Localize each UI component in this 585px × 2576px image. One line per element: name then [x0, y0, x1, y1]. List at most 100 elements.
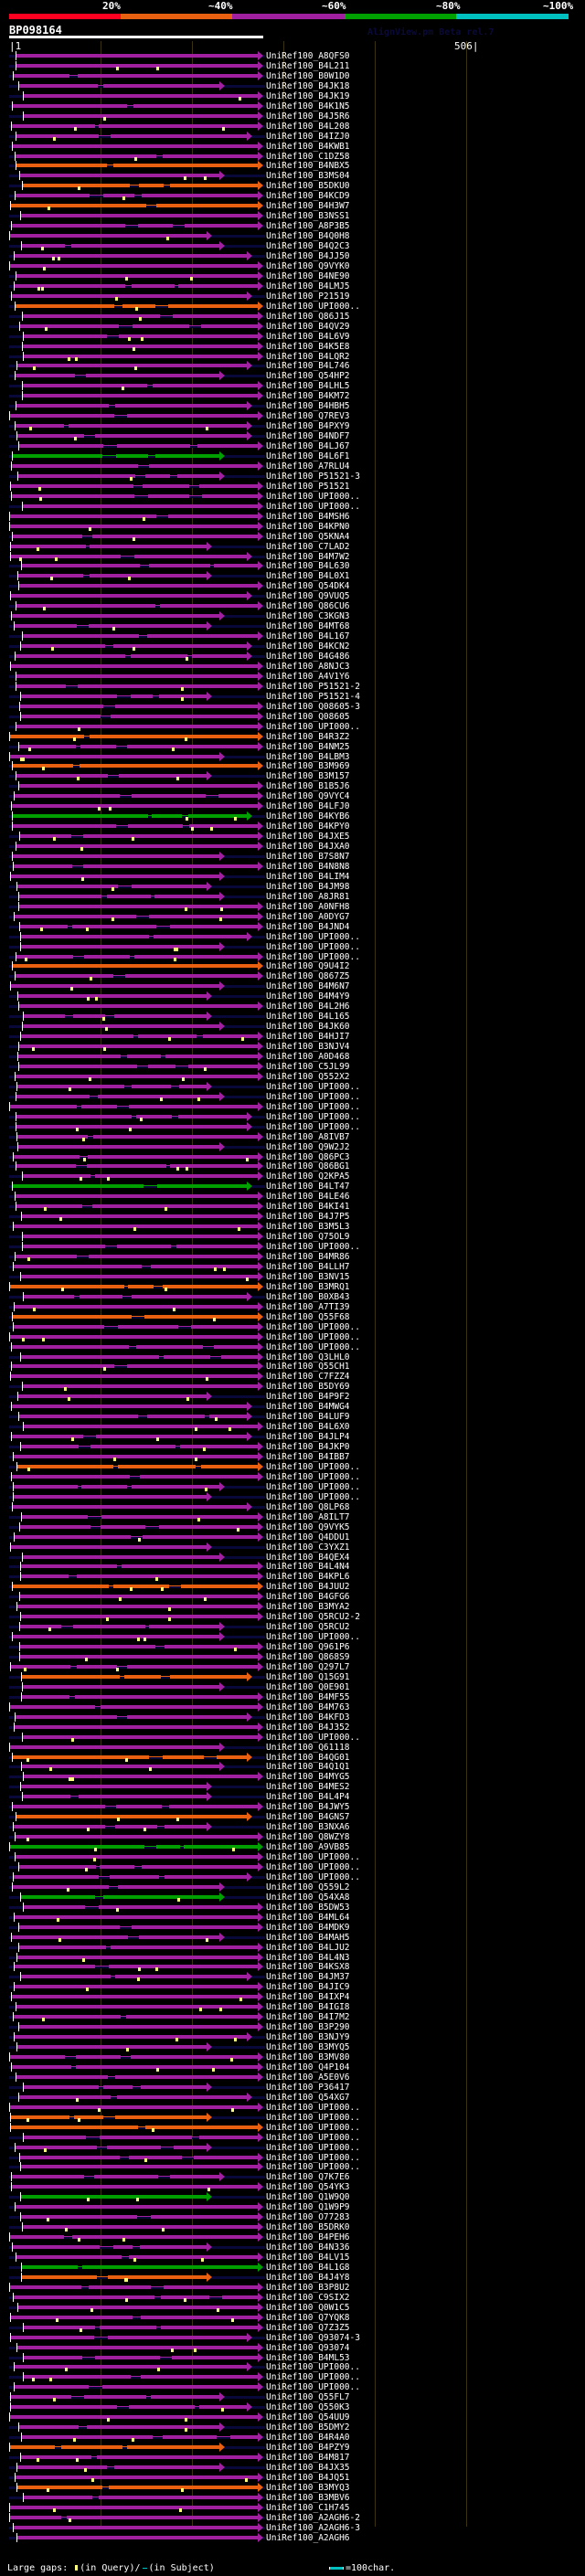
hit-label[interactable]: UniRef100_B4KFD3 — [266, 1712, 350, 1723]
alignment-row[interactable]: UniRef100_B4HBH5 — [0, 401, 585, 411]
hit-label[interactable]: UniRef100_B4L211 — [266, 60, 350, 71]
hit-label[interactable]: UniRef100_Q4DDU1 — [266, 1532, 350, 1542]
hit-label[interactable]: UniRef100_A7TI39 — [266, 1301, 350, 1312]
hit-label[interactable]: UniRef100_B4KCD9 — [266, 191, 350, 202]
hit-label[interactable]: UniRef100_B3NJV4 — [266, 1042, 350, 1053]
hit-label[interactable]: UniRef100_B4G486 — [266, 652, 350, 662]
alignment-row[interactable]: UniRef100_B3P290 — [0, 2022, 585, 2032]
hit-label[interactable]: UniRef100_B4P9F2 — [266, 1392, 350, 1403]
hit-label[interactable]: UniRef100_B4JK19 — [266, 90, 350, 101]
hit-label[interactable]: UniRef100_B4M6N7 — [266, 981, 350, 992]
hit-label[interactable]: UniRef100_B5DKU0 — [266, 181, 350, 192]
hit-label[interactable]: UniRef100_Q9W2J2 — [266, 1141, 350, 1152]
alignment-row[interactable]: UniRef100_UPI000.. — [0, 1121, 585, 1132]
alignment-row[interactable]: UniRef100_UPI000.. — [0, 721, 585, 732]
alignment-row[interactable]: UniRef100_B4QV29 — [0, 321, 585, 332]
alignment-row[interactable]: UniRef100_B4NDF7 — [0, 431, 585, 441]
alignment-row[interactable]: UniRef100_A0DYG7 — [0, 911, 585, 922]
alignment-row[interactable]: UniRef100_B4LV15 — [0, 2253, 585, 2263]
hit-label[interactable]: UniRef100_B4IZJ0 — [266, 131, 350, 142]
hit-label[interactable]: UniRef100_B4L208 — [266, 121, 350, 132]
hit-label[interactable]: UniRef100_UPI000.. — [266, 1081, 360, 1092]
alignment-row[interactable]: UniRef100_Q55FL7 — [0, 2392, 585, 2402]
hit-label[interactable]: UniRef100_B0W1D0 — [266, 70, 350, 81]
hit-label[interactable]: UniRef100_B0XB43 — [266, 1291, 350, 1302]
hit-label[interactable]: UniRef100_B4PXY9 — [266, 421, 350, 432]
hit-label[interactable]: UniRef100_Q54HP2 — [266, 371, 350, 382]
hit-label[interactable]: UniRef100_Q08605-3 — [266, 701, 360, 712]
hit-label[interactable]: UniRef100_B4HJI7 — [266, 1032, 350, 1043]
alignment-row[interactable]: UniRef100_B4IBB7 — [0, 1452, 585, 1462]
hit-label[interactable]: UniRef100_B4LBM3 — [266, 751, 350, 762]
alignment-row[interactable]: UniRef100_UPI000.. — [0, 1852, 585, 1862]
hit-label[interactable]: UniRef100_A4V1Y6 — [266, 671, 350, 682]
hit-label[interactable]: UniRef100_C7LAD2 — [266, 541, 350, 552]
hit-label[interactable]: UniRef100_Q55CH1 — [266, 1362, 350, 1373]
hit-label[interactable]: UniRef100_UPI000.. — [266, 301, 360, 312]
hit-label[interactable]: UniRef100_A5E0V6 — [266, 2072, 350, 2083]
hit-label[interactable]: UniRef100_B4IGI8 — [266, 2002, 350, 2013]
alignment-row[interactable]: UniRef100_B7S8N7 — [0, 852, 585, 862]
hit-label[interactable]: UniRef100_B4MYG5 — [266, 1772, 350, 1783]
hit-label[interactable]: UniRef100_Q9VUQ5 — [266, 591, 350, 602]
hit-label[interactable]: UniRef100_Q9VYK5 — [266, 1521, 350, 1532]
alignment-row[interactable]: UniRef100_B4M4Y9 — [0, 991, 585, 1002]
alignment-row[interactable]: UniRef100_B4Q0H8 — [0, 231, 585, 241]
hit-label[interactable]: UniRef100_Q93074-3 — [266, 2332, 360, 2343]
alignment-row[interactable]: UniRef100_B4MF55 — [0, 1691, 585, 1702]
alignment-row[interactable]: UniRef100_B4LFJ0 — [0, 801, 585, 811]
alignment-row[interactable]: UniRef100_UPI000.. — [0, 2122, 585, 2133]
hit-label[interactable]: UniRef100_B4L1G8 — [266, 2262, 350, 2273]
alignment-row[interactable]: UniRef100_B4JIC9 — [0, 1982, 585, 1992]
hit-label[interactable]: UniRef100_UPI000.. — [266, 1491, 360, 1502]
hit-label[interactable]: UniRef100_B4NDF7 — [266, 431, 350, 442]
alignment-row[interactable]: UniRef100_B4MT68 — [0, 621, 585, 631]
alignment-row[interactable]: UniRef100_B4JK19 — [0, 90, 585, 101]
hit-label[interactable]: UniRef100_UPI000.. — [266, 2382, 360, 2393]
hit-label[interactable]: UniRef100_O77283 — [266, 2212, 350, 2223]
alignment-row[interactable]: UniRef100_Q93074-3 — [0, 2332, 585, 2343]
hit-label[interactable]: UniRef100_B3P8U2 — [266, 2282, 350, 2293]
alignment-row[interactable]: UniRef100_A2AGH6-2 — [0, 2512, 585, 2523]
alignment-row[interactable]: UniRef100_B4JQ51 — [0, 2472, 585, 2483]
hit-label[interactable]: UniRef100_Q3LHL0 — [266, 1352, 350, 1362]
alignment-row[interactable]: UniRef100_Q1W9Q0 — [0, 2192, 585, 2202]
alignment-row[interactable]: UniRef100_P21519 — [0, 291, 585, 302]
alignment-row[interactable]: UniRef100_B3NJV4 — [0, 1042, 585, 1052]
alignment-row[interactable]: UniRef100_UPI000.. — [0, 2362, 585, 2372]
alignment-row[interactable]: UniRef100_B4KWB1 — [0, 141, 585, 152]
hit-label[interactable]: UniRef100_B4JND4 — [266, 921, 350, 932]
alignment-row[interactable]: UniRef100_Q4DDU1 — [0, 1532, 585, 1542]
alignment-row[interactable]: UniRef100_B4J7P5 — [0, 1212, 585, 1222]
alignment-row[interactable]: UniRef100_B4JXA0 — [0, 842, 585, 852]
hit-label[interactable]: UniRef100_B4MDK9 — [266, 1922, 350, 1933]
alignment-row[interactable]: UniRef100_B5DW53 — [0, 1902, 585, 1913]
hit-label[interactable]: UniRef100_B4Q2C3 — [266, 241, 350, 252]
hit-label[interactable]: UniRef100_Q0W1C5 — [266, 2302, 350, 2313]
alignment-row[interactable]: UniRef100_C9SIX2 — [0, 2292, 585, 2303]
hit-label[interactable]: UniRef100_Q961P6 — [266, 1642, 350, 1653]
alignment-row[interactable]: UniRef100_Q93074 — [0, 2342, 585, 2353]
hit-label[interactable]: UniRef100_P51521 — [266, 481, 350, 492]
alignment-row[interactable]: UniRef100_Q61118 — [0, 1742, 585, 1753]
alignment-row[interactable]: UniRef100_B4MYG5 — [0, 1772, 585, 1782]
alignment-row[interactable]: UniRef100_UPI000.. — [0, 2112, 585, 2123]
alignment-row[interactable]: UniRef100_B4JLP4 — [0, 1432, 585, 1442]
alignment-row[interactable]: UniRef100_B4L4P4 — [0, 1792, 585, 1802]
alignment-row[interactable]: UniRef100_B4JJ50 — [0, 251, 585, 261]
hit-label[interactable]: UniRef100_B4MWG4 — [266, 1402, 350, 1413]
alignment-row[interactable]: UniRef100_Q552X2 — [0, 1071, 585, 1082]
alignment-row[interactable]: UniRef100_B0W1D0 — [0, 70, 585, 81]
hit-label[interactable]: UniRef100_A8QFS0 — [266, 51, 350, 61]
hit-label[interactable]: UniRef100_B4JXE5 — [266, 832, 350, 843]
alignment-row[interactable]: UniRef100_B4QEX4 — [0, 1552, 585, 1563]
alignment-row[interactable]: UniRef100_B4M763 — [0, 1701, 585, 1712]
hit-label[interactable]: UniRef100_B4KPN0 — [266, 521, 350, 532]
alignment-row[interactable]: UniRef100_B4LJU2 — [0, 1942, 585, 1953]
alignment-row[interactable]: UniRef100_UPI000.. — [0, 941, 585, 952]
hit-label[interactable]: UniRef100_UPI000.. — [266, 1471, 360, 1482]
alignment-row[interactable]: UniRef100_Q54DK4 — [0, 581, 585, 591]
hit-label[interactable]: UniRef100_A7RLU4 — [266, 461, 350, 472]
hit-label[interactable]: UniRef100_B5DMY2 — [266, 2422, 350, 2433]
hit-label[interactable]: UniRef100_UPI000.. — [266, 1111, 360, 1122]
